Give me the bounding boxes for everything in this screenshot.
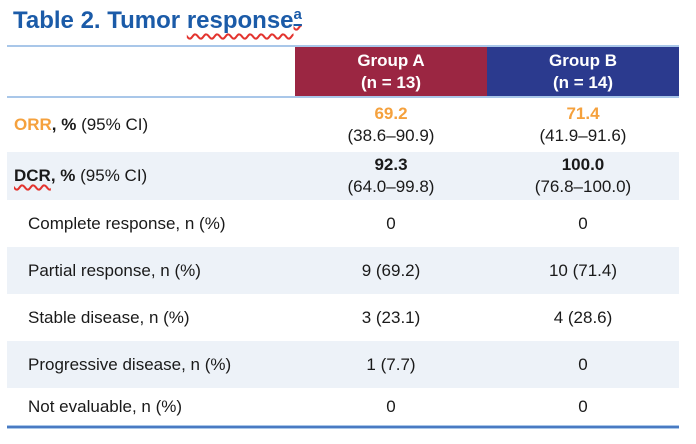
column-header-group-b: Group B (n = 14) [487, 47, 679, 96]
row-label-complete-response: Complete response, n (%) [28, 213, 226, 233]
footnote-marker: a [293, 6, 302, 23]
dcr-group-a-ci: (64.0–99.8) [347, 177, 435, 196]
table-title-misspelled-word: response [186, 7, 294, 34]
group-a-n: (n = 13) [361, 72, 421, 92]
complete-response-group-a: 0 [386, 213, 396, 233]
header-stub-cell [7, 47, 295, 96]
group-b-name: Group B [549, 50, 617, 70]
not-evaluable-group-a: 0 [386, 396, 396, 416]
table-title: Table 2. Tumor responsea [0, 0, 696, 36]
stable-disease-group-a: 3 (23.1) [361, 307, 421, 327]
table-row-complete-response: Complete response, n (%) 0 0 [7, 200, 679, 247]
row-label-progressive-disease: Progressive disease, n (%) [28, 354, 232, 374]
table-title-prefix: Table 2. Tumor [13, 7, 187, 34]
table-header-row: Group A (n = 13) Group B (n = 14) [7, 45, 679, 98]
row-label-stable-disease: Stable disease, n (%) [28, 307, 190, 327]
table-row-progressive-disease: Progressive disease, n (%) 1 (7.7) 0 [7, 341, 679, 388]
orr-group-a-value: 69.2 (38.6–90.9) [295, 103, 487, 147]
row-label-not-evaluable: Not evaluable, n (%) [28, 396, 183, 416]
row-label-partial-response: Partial response, n (%) [28, 260, 201, 280]
progressive-disease-group-a: 1 (7.7) [366, 354, 416, 374]
not-evaluable-group-b: 0 [578, 396, 588, 416]
table-row-dcr: DCR, % (95% CI) 92.3 (64.0–99.8) 100.0 (… [7, 152, 679, 200]
table-row-not-evaluable: Not evaluable, n (%) 0 0 [7, 388, 679, 425]
table-row-partial-response: Partial response, n (%) 9 (69.2) 10 (71.… [7, 247, 679, 294]
table-row-stable-disease: Stable disease, n (%) 3 (23.1) 4 (28.6) [7, 294, 679, 341]
group-b-n: (n = 14) [553, 72, 613, 92]
column-header-group-a: Group A (n = 13) [295, 47, 487, 96]
group-a-name: Group A [357, 50, 425, 70]
dcr-group-b-ci: (76.8–100.0) [534, 177, 632, 196]
dcr-group-b-value: 100.0 (76.8–100.0) [487, 154, 679, 198]
table-bottom-border [7, 425, 679, 429]
row-label-orr: ORR, % (95% CI) [14, 115, 149, 134]
tumor-response-table: Group A (n = 13) Group B (n = 14) ORR, %… [7, 45, 679, 429]
orr-group-b-ci: (41.9–91.6) [539, 126, 627, 145]
progressive-disease-group-b: 0 [578, 354, 588, 374]
dcr-group-a-value: 92.3 (64.0–99.8) [295, 154, 487, 198]
orr-group-b-value: 71.4 (41.9–91.6) [487, 103, 679, 147]
table-row-orr: ORR, % (95% CI) 69.2 (38.6–90.9) 71.4 (4… [7, 98, 679, 152]
partial-response-group-a: 9 (69.2) [361, 260, 421, 280]
row-label-dcr: DCR, % (95% CI) [14, 166, 148, 185]
stable-disease-group-b: 4 (28.6) [553, 307, 613, 327]
orr-group-a-ci: (38.6–90.9) [347, 126, 435, 145]
complete-response-group-b: 0 [578, 213, 588, 233]
partial-response-group-b: 10 (71.4) [548, 260, 618, 280]
